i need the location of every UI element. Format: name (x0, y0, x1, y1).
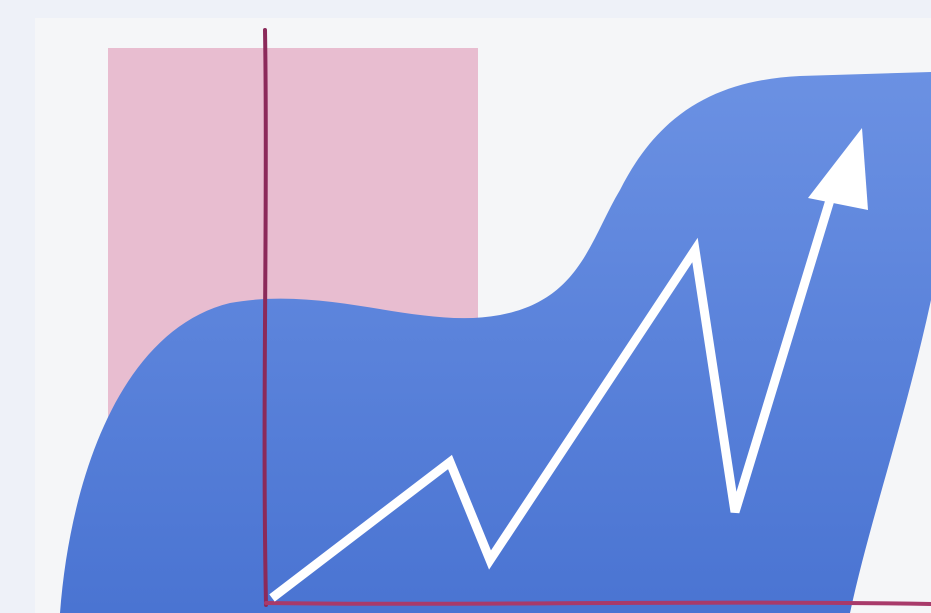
y-axis (262, 28, 268, 607)
blue-shape (60, 72, 931, 613)
x-axis (264, 600, 931, 606)
arrow-head (808, 128, 868, 210)
trend-line (269, 198, 835, 602)
